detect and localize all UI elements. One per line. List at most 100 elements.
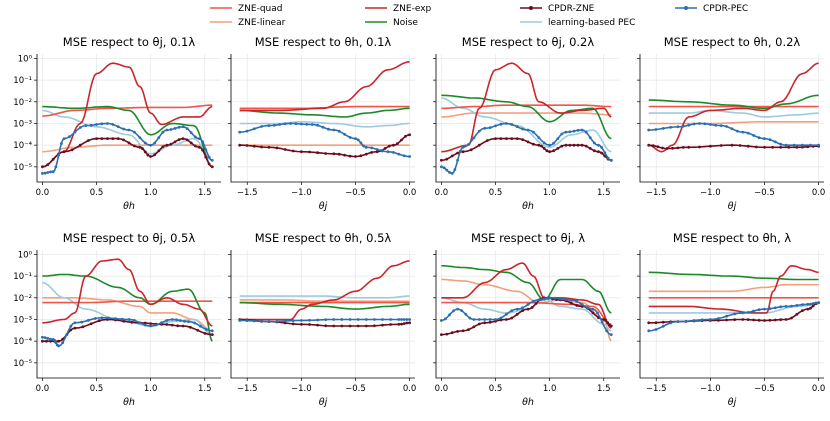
series-marker [97,319,101,323]
series-marker [127,318,131,321]
series-marker [252,127,256,131]
series-marker [654,328,658,331]
series-marker [198,137,201,141]
series-marker [486,139,489,142]
series-cpdr-pec [41,316,214,348]
series-marker [120,317,124,321]
series-marker [275,146,279,150]
series-marker [348,324,352,328]
series-marker [181,125,185,129]
series-marker [556,147,560,150]
series-marker [143,321,147,325]
series-marker [456,307,459,311]
series-marker [238,143,242,147]
chart-panel: −1.5 −1.0 −0.5 0.0 MSE respect to θh, 0.5λ θj [228,231,416,408]
series-marker [669,125,672,129]
series-zne-exp [441,262,612,329]
series-marker [537,298,541,302]
series-marker [676,125,680,129]
series-marker [456,330,459,333]
y-tick-label: 10⁻⁴ [13,337,32,347]
series-marker [51,157,55,161]
series-marker [545,149,549,153]
series-marker [515,125,519,129]
series-marker [41,339,44,343]
series-zne-quad [42,300,213,304]
series-marker [763,145,766,149]
legend-item: CPDR-PEC [675,4,748,14]
series-marker [207,162,211,166]
series-marker [757,318,761,322]
series-marker [460,309,464,312]
series-marker [467,328,470,331]
series-marker [69,328,73,332]
series-marker [89,123,93,127]
series-marker [153,141,157,145]
x-tick-label: 0.0 [403,188,417,198]
series-marker [661,126,665,130]
series-marker [603,151,607,155]
series-marker [149,324,153,328]
series-marker [453,168,457,171]
series-marker [210,158,214,162]
series-marker [477,322,481,326]
series-marker [651,144,655,148]
series-marker [445,168,449,172]
series-marker [809,302,812,306]
series-marker [57,153,60,157]
series-marker [755,145,758,149]
series-marker [647,128,651,132]
series-marker [534,302,538,305]
series-marker [564,298,568,301]
series-cpdr-pec [647,122,820,147]
series-marker [375,150,379,154]
panel-title: MSE respect to θh, λ [673,231,791,245]
series-marker [483,321,487,325]
series-marker [654,321,658,325]
chart-panel: 0.0 0.5 1.0 1.5 MSE respect to θj, 0.2λ θh [433,35,620,212]
series-marker [752,318,755,322]
legend-item: ZNE-exp [365,4,432,14]
series-marker [78,143,82,147]
series-marker [604,319,608,322]
series-zne-linear [239,299,410,302]
series-marker [763,319,766,322]
series-marker [370,146,374,150]
series-marker [521,309,524,312]
x-tick-label: 1.0 [543,384,557,394]
series-marker [181,324,185,328]
series-marker [676,146,680,150]
x-tick-label: −0.5 [754,188,775,198]
series-marker [359,154,363,158]
y-tick-label: 10⁻¹ [13,76,32,86]
series-marker [456,151,459,155]
series-marker [709,123,712,126]
series-marker [741,311,745,315]
series-marker [179,319,182,322]
series-marker [440,158,443,162]
series-marker [49,337,52,341]
series-marker [185,138,189,142]
series-marker [537,136,541,140]
series-marker [340,318,344,321]
series-marker [450,154,454,158]
series-marker [177,125,181,129]
series-marker [746,311,750,314]
series-line [42,104,213,117]
series-marker [811,302,815,305]
series-marker [784,305,788,308]
series-marker [62,150,66,154]
series-marker [245,144,249,147]
series-marker [245,319,249,322]
legend-label: learning-based PEC [548,18,635,28]
series-marker [199,324,202,328]
x-tick-label: 0.0 [36,384,50,394]
series-marker [725,125,728,128]
series-line [441,97,612,153]
legend-label: ZNE-exp [393,4,432,14]
series-cpdr-zne [440,137,613,162]
series-marker [692,122,696,126]
series-marker [472,136,476,140]
series-marker [488,320,492,324]
x-tick-label: −1.5 [646,384,667,394]
